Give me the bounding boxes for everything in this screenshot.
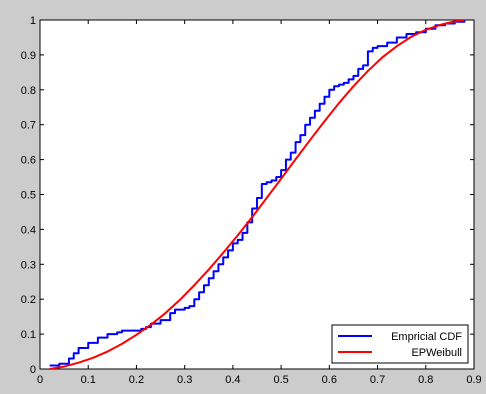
- x-tick-label: 0.2: [129, 374, 144, 386]
- y-tick-label: 0.1: [21, 329, 36, 341]
- x-tick-label: 0.1: [81, 374, 96, 386]
- chart-axes: [39, 19, 475, 370]
- y-axis: 0 0.1 0.2 0.3 0.4 0.5 0.6 0.7 0.8 0.9 1: [21, 15, 474, 376]
- y-tick-label: 0.5: [21, 190, 36, 202]
- legend-box: [331, 324, 469, 364]
- legend-label: Empricial CDF: [391, 331, 462, 343]
- x-axis: 0 0.1 0.2 0.3 0.4 0.5 0.6 0.7 0.8 0.9: [37, 20, 482, 386]
- x-tick-label: 0.9: [466, 374, 481, 386]
- series-layer: [49, 20, 466, 369]
- chart-legend: Empricial CDF EPWeibull: [331, 324, 469, 364]
- x-tick-label: 0.5: [273, 374, 288, 386]
- x-tick-label: 0.7: [370, 374, 385, 386]
- series-line-epweibull: [49, 20, 465, 369]
- x-tick-label: 0.8: [418, 374, 433, 386]
- legend-label: EPWeibull: [411, 347, 462, 359]
- y-tick-label: 0: [30, 364, 36, 376]
- x-tick-label: 0.6: [322, 374, 337, 386]
- y-tick-label: 0.2: [21, 294, 36, 306]
- y-tick-label: 0.6: [21, 155, 36, 167]
- y-tick-label: 1: [30, 15, 36, 27]
- y-tick-label: 0.3: [21, 259, 36, 271]
- y-tick-label: 0.7: [21, 120, 36, 132]
- y-tick-label: 0.8: [21, 85, 36, 97]
- plot-area: [39, 19, 475, 370]
- y-tick-label: 0.9: [21, 50, 36, 62]
- y-tick-label: 0.4: [21, 224, 36, 236]
- x-tick-label: 0.3: [177, 374, 192, 386]
- x-tick-label: 0.4: [225, 374, 240, 386]
- x-tick-label: 0: [37, 374, 43, 386]
